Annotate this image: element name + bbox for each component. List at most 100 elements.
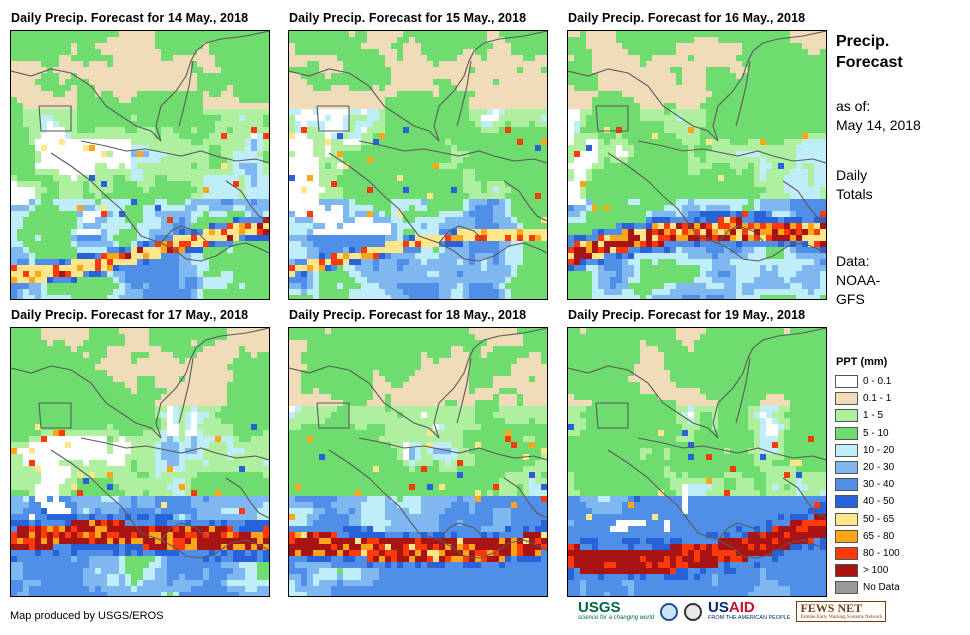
- seal-logo-icon: [684, 602, 703, 621]
- usaid-logo-b: AID: [728, 599, 755, 616]
- coastline-4: [595, 105, 629, 132]
- coastline-4: [38, 402, 72, 429]
- totals-block: Daily Totals: [836, 166, 873, 204]
- coastline-7: [438, 522, 485, 541]
- coastline-6: [50, 449, 269, 559]
- precip-grid: [11, 31, 269, 299]
- legend-label: 20 - 30: [863, 462, 895, 474]
- legend-label: 30 - 40: [863, 479, 895, 491]
- precip-grid: [568, 328, 826, 596]
- legend-label: No Data: [863, 582, 900, 594]
- legend-item: 40 - 50: [835, 493, 900, 510]
- coastline-2: [712, 31, 826, 142]
- coastline-1: [568, 365, 719, 439]
- coastline-5: [358, 437, 547, 461]
- usgs-logo-text: USGS: [578, 599, 621, 616]
- fewsnet-logo-tagline: Famine Early Warning Systems Network: [800, 615, 883, 620]
- coastline-4: [316, 105, 350, 132]
- side-title: Precip. Forecast: [836, 31, 903, 73]
- legend-label: 40 - 50: [863, 496, 895, 508]
- precip-grid: [289, 31, 547, 299]
- data-source-block: Data: NOAA- GFS: [836, 252, 880, 309]
- panel-title-1: Daily Precip. Forecast for 14 May., 2018: [11, 11, 249, 25]
- coastline-7: [438, 225, 485, 244]
- coastline-5: [80, 437, 269, 461]
- coastline-3: [456, 357, 472, 424]
- legend-label: > 100: [863, 565, 889, 577]
- coastline-2: [155, 31, 269, 142]
- as-of-date: May 14, 2018: [836, 117, 921, 133]
- logo-strip: USGS science for a changing world USAID …: [578, 599, 887, 622]
- coastline-3: [456, 60, 472, 127]
- fewsnet-logo: FEWS NET Famine Early Warning Systems Ne…: [796, 601, 887, 622]
- legend-swatch: [835, 375, 858, 389]
- legend-swatch: [835, 392, 858, 406]
- legend-swatch: [835, 478, 858, 492]
- coastline-5: [358, 140, 547, 164]
- legend-swatch: [835, 581, 858, 595]
- coastline-7: [717, 225, 764, 244]
- legend-swatch: [835, 409, 858, 423]
- noaa-logo-icon: [660, 602, 679, 621]
- legend-item: 0 - 0.1: [835, 373, 900, 390]
- panel-title-4: Daily Precip. Forecast for 17 May., 2018: [11, 308, 249, 322]
- coastline-7: [717, 522, 764, 541]
- legend-item: 30 - 40: [835, 476, 900, 493]
- usaid-logo-tagline: FROM THE AMERICAN PEOPLE: [708, 615, 791, 621]
- coastline-2: [433, 328, 547, 439]
- coastline-7: [160, 522, 207, 541]
- coastline-5: [637, 437, 826, 461]
- forecast-map-panel-2: [288, 30, 548, 300]
- totals-line2: Totals: [836, 186, 873, 202]
- coastline-6: [328, 152, 547, 262]
- coastline-2: [712, 328, 826, 439]
- legend-item: 10 - 20: [835, 442, 900, 459]
- coastline-4: [316, 402, 350, 429]
- legend-item: 0.1 - 1: [835, 390, 900, 407]
- coastline-6: [50, 152, 269, 262]
- coastline-4: [38, 105, 72, 132]
- coastline-3: [735, 357, 751, 424]
- coastline-1: [568, 68, 719, 142]
- coastline-2: [433, 31, 547, 142]
- legend-swatch: [835, 564, 858, 578]
- legend-item: 20 - 30: [835, 459, 900, 476]
- legend-item: 80 - 100: [835, 545, 900, 562]
- panel-title-6: Daily Precip. Forecast for 19 May., 2018: [568, 308, 806, 322]
- legend-item: > 100: [835, 562, 900, 579]
- coastline-1: [289, 365, 440, 439]
- totals-line1: Daily: [836, 167, 868, 183]
- precip-grid: [289, 328, 547, 596]
- coastline-7: [160, 225, 207, 244]
- legend-swatch: [835, 426, 858, 440]
- forecast-map-panel-1: [10, 30, 270, 300]
- usaid-logo-a: US: [708, 599, 729, 616]
- precip-grid: [11, 328, 269, 596]
- legend-title: PPT (mm): [836, 356, 888, 368]
- legend-label: 1 - 5: [863, 410, 884, 422]
- side-title-line2: Forecast: [836, 54, 903, 71]
- legend-label: 65 - 80: [863, 530, 895, 542]
- coastline-1: [11, 68, 162, 142]
- fewsnet-logo-text: FEWS NET: [800, 601, 863, 615]
- coastline-8: [225, 477, 269, 519]
- precip-grid: [568, 31, 826, 299]
- map-credit: Map produced by USGS/EROS: [10, 610, 164, 622]
- usaid-logo: USAID FROM THE AMERICAN PEOPLE: [708, 599, 791, 622]
- panel-title-3: Daily Precip. Forecast for 16 May., 2018: [568, 11, 806, 25]
- legend-label: 0.1 - 1: [863, 393, 892, 405]
- forecast-map-panel-6: [567, 327, 827, 597]
- coastline-4: [595, 402, 629, 429]
- legend-label: 10 - 20: [863, 444, 895, 456]
- side-title-line1: Precip.: [836, 33, 890, 50]
- legend-item: 50 - 65: [835, 511, 900, 528]
- coastline-5: [80, 140, 269, 164]
- forecast-map-panel-3: [567, 30, 827, 300]
- legend-swatch: [835, 495, 858, 509]
- usgs-logo: USGS science for a changing world: [578, 599, 655, 622]
- legend-label: 80 - 100: [863, 547, 900, 559]
- legend-swatch: [835, 529, 858, 543]
- coastline-6: [607, 152, 826, 262]
- usgs-logo-tagline: science for a changing world: [578, 615, 655, 621]
- legend-item: 1 - 5: [835, 407, 900, 424]
